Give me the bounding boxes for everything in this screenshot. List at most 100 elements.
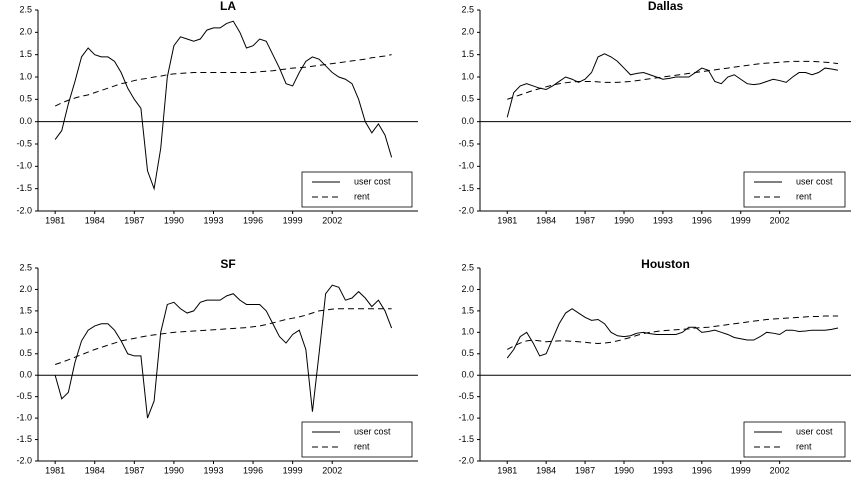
x-tick-label: 1981 [45,465,65,475]
y-tick-label: 0.0 [461,370,474,380]
chart-title: Houston [641,257,690,271]
y-tick-label: 1.0 [461,71,474,81]
x-tick-label: 1999 [283,465,303,475]
y-tick-label: -1.5 [16,183,32,193]
y-tick-label: 0.5 [19,94,32,104]
x-tick-label: 1993 [653,215,673,225]
x-tick-label: 1981 [497,215,517,225]
y-tick-label: -0.5 [458,391,474,401]
series-line [54,284,393,419]
x-tick-label: 2002 [322,215,342,225]
x-tick-label: 1999 [731,215,751,225]
y-tick-label: -1.0 [16,161,32,171]
legend-box [743,171,846,208]
y-tick-label: 1.0 [461,327,474,337]
legend-box [743,421,846,458]
y-tick-label: -0.5 [458,138,474,148]
x-tick-label: 1996 [692,215,712,225]
y-tick-label: -1.5 [458,434,474,444]
chart-title: LA [220,0,236,13]
x-tick-label: 1981 [497,465,517,475]
legend-label: user cost [796,176,833,186]
x-tick-label: 1993 [653,465,673,475]
x-tick-label: 1993 [203,465,223,475]
y-tick-label: -1.0 [458,161,474,171]
x-tick-label: 1987 [575,465,595,475]
y-tick-label: 0.5 [461,94,474,104]
x-tick-label: 1996 [243,465,263,475]
y-tick-label: -2.0 [16,205,32,215]
panel: LA -2.0 -1.5 -1.0 -0.5 0.0 0.5 1.0 1.5 2.0 2.5 1981… [16,0,418,225]
legend-label: rent [796,441,812,451]
legend-label: user cost [354,176,391,186]
y-tick-label: 1.5 [19,305,32,315]
y-tick-label: 1.0 [19,71,32,81]
x-tick-label: 1984 [85,465,105,475]
x-tick-label: 1987 [124,465,144,475]
series-line [507,315,839,350]
x-tick-label: 1999 [731,465,751,475]
y-tick-label: -1.5 [458,183,474,193]
series-line [54,54,392,107]
y-tick-label: -0.5 [16,138,32,148]
legend-label: rent [354,441,370,451]
y-tick-label: -0.5 [16,391,32,401]
y-tick-label: 0.0 [19,116,32,126]
panel: SF -2.0 -1.5 -1.0 -0.5 0.0 0.5 1.0 1.5 2.0 2.5 1981… [16,257,418,475]
panel: Houston -2.0 -1.5 -1.0 -0.5 0.0 0.5 1.0 1.5 2.0 2.… [458,257,851,475]
y-tick-label: -1.5 [16,434,32,444]
y-tick-label: 2.5 [19,262,32,272]
legend-label: user cost [796,426,833,436]
y-tick-label: -2.0 [16,455,32,465]
chart-title: Dallas [648,0,684,13]
y-tick-label: 1.5 [19,49,32,59]
y-tick-label: 2.0 [461,27,474,37]
legend-box [301,171,413,208]
panel: Dallas -2.0 -1.5 -1.0 -0.5 0.0 0.5 1.0 1.5 2.0 2.5… [458,0,851,225]
y-tick-label: 2.0 [461,284,474,294]
x-tick-label: 1996 [243,215,263,225]
legend-box [301,421,413,458]
legend-label: user cost [354,426,391,436]
x-tick-label: 1990 [614,215,634,225]
legend-label: rent [354,191,370,201]
series-line [506,53,839,118]
chart-title: SF [220,257,235,271]
x-tick-label: 1999 [283,215,303,225]
y-tick-label: 0.0 [461,116,474,126]
y-tick-label: 2.0 [19,27,32,37]
x-tick-label: 1993 [203,215,223,225]
y-tick-label: -1.0 [16,412,32,422]
x-tick-label: 2002 [322,465,342,475]
y-tick-label: -2.0 [458,455,474,465]
y-tick-label: 2.0 [19,284,32,294]
series-line [506,308,839,359]
x-tick-label: 1984 [536,215,556,225]
x-tick-label: 1981 [45,215,65,225]
x-tick-label: 1987 [124,215,144,225]
y-tick-label: 2.5 [461,4,474,14]
x-tick-label: 1987 [575,215,595,225]
legend-label: rent [796,191,812,201]
y-tick-label: 1.5 [461,305,474,315]
y-tick-label: -1.0 [458,412,474,422]
y-tick-label: -2.0 [458,205,474,215]
y-tick-label: 1.0 [19,327,32,337]
y-tick-label: 2.5 [461,262,474,272]
series-line [54,308,392,365]
x-tick-label: 1984 [85,215,105,225]
y-tick-label: 1.5 [461,49,474,59]
x-tick-label: 1984 [536,465,556,475]
x-tick-label: 2002 [770,215,790,225]
y-tick-label: 0.0 [19,370,32,380]
y-tick-label: 0.5 [19,348,32,358]
y-tick-label: 0.5 [461,348,474,358]
x-tick-label: 1990 [164,215,184,225]
y-tick-label: 2.5 [19,4,32,14]
x-tick-label: 1996 [692,465,712,475]
x-tick-label: 2002 [770,465,790,475]
series-line [54,20,393,191]
x-tick-label: 1990 [164,465,184,475]
